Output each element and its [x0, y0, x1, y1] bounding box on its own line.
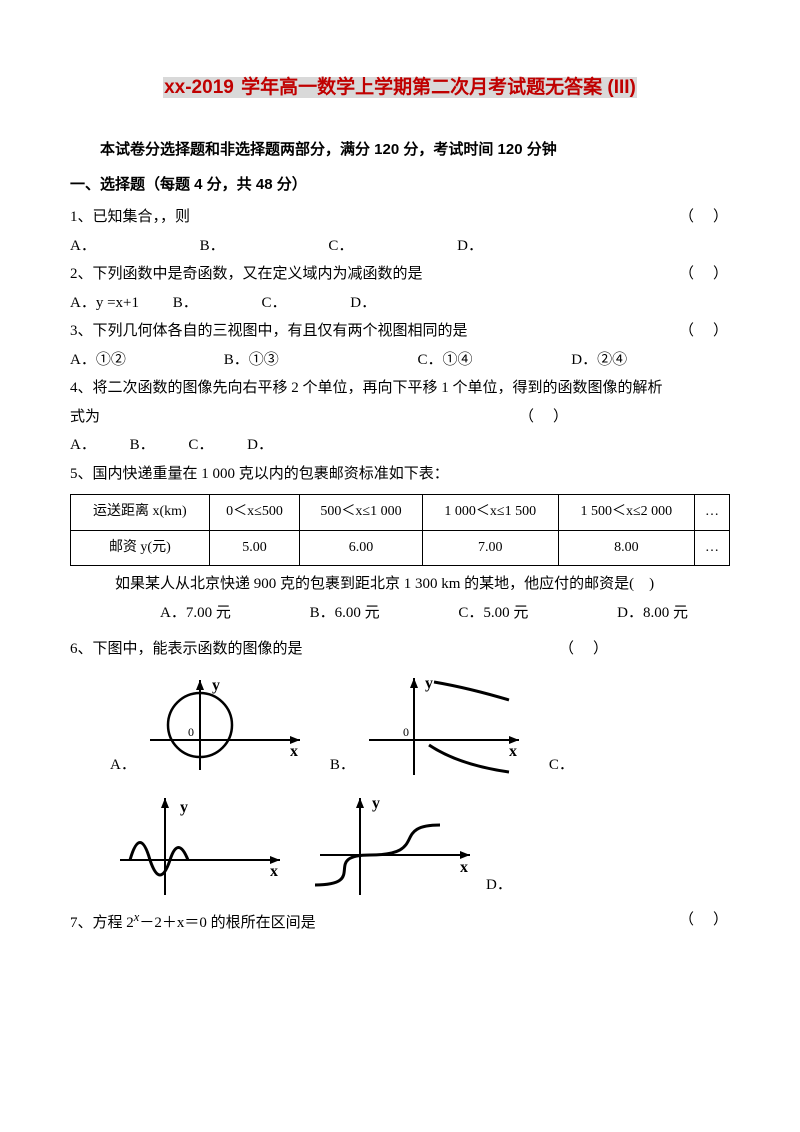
td-h3: 1 000＜x≤1 500 — [422, 495, 558, 531]
q1-opt-a: A． — [70, 232, 96, 261]
q2-stem: 2、下列函数中是奇函数，又在定义域内为减函数的是 （ ） — [70, 260, 730, 289]
td-h5: … — [694, 495, 729, 531]
q6-graphs: A． 0 y x B． 0 y — [110, 670, 730, 900]
q4-paren: （ ） — [519, 403, 570, 432]
q6-paren: （ ） — [559, 635, 610, 664]
q1-opt-d: D． — [457, 232, 483, 261]
q2-opt-a: A．y =x+1 — [70, 289, 139, 318]
q5-opt-b: B．6.00 元 — [265, 599, 380, 628]
q4-opt-c: C． — [188, 431, 213, 460]
q3-paren: （ ） — [679, 317, 730, 346]
q1-stem: 1、已知集合，，则 （ ） — [70, 203, 730, 232]
q4-stem2-row: 式为 （ ） — [70, 403, 730, 432]
svg-text:x: x — [509, 743, 517, 760]
q1-opt-c: C． — [328, 232, 353, 261]
q1-text: 1、已知集合，，则 — [70, 209, 190, 225]
q3-opt-b: B．①③ — [224, 346, 414, 375]
title-hl-a: xx-2019 — [163, 77, 235, 98]
q5-options: A．7.00 元 B．6.00 元 C．5.00 元 D．8.00 元 — [70, 599, 730, 628]
graph-d-wrap: y x D． — [310, 790, 516, 900]
svg-text:y: y — [212, 677, 220, 694]
q5-opt-a: A．7.00 元 — [115, 599, 231, 628]
q6-label-c: C． — [549, 751, 574, 780]
q2-opt-d: D． — [350, 289, 376, 318]
th-fee: 邮资 y(元) — [71, 530, 210, 566]
svg-text:y: y — [425, 675, 433, 692]
td-h2: 500＜x≤1 000 — [300, 495, 422, 531]
td-r1: 5.00 — [209, 530, 300, 566]
svg-text:x: x — [460, 859, 468, 876]
svg-text:y: y — [372, 795, 380, 812]
svg-text:x: x — [290, 743, 298, 760]
q7-c: －2＋x＝0 的根所在区间是 — [139, 915, 315, 931]
title-hl-b: 学年高一数学上学期第二次月考试题无答案 (III) — [235, 77, 637, 98]
q3-opt-d: D．②④ — [571, 346, 627, 375]
q7-a: 7、方程 2 — [70, 915, 134, 931]
graph-b-wrap: B． 0 y x C． — [330, 670, 578, 780]
graph-c-icon: y x — [110, 790, 290, 900]
q4-opt-b: B． — [130, 431, 155, 460]
td-h1: 0＜x≤500 — [209, 495, 300, 531]
q2-options: A．y =x+1 B． C． D． — [70, 289, 730, 318]
svg-text:0: 0 — [403, 725, 409, 739]
th-dist-text: 运送距离 x(km) — [93, 504, 187, 519]
th-dist: 运送距离 x(km) — [71, 495, 210, 531]
td-r2: 6.00 — [300, 530, 422, 566]
q5-table: 运送距离 x(km) 0＜x≤500 500＜x≤1 000 1 000＜x≤1… — [70, 494, 730, 566]
q3-options: A．①② B．①③ C．①④ D．②④ — [70, 346, 730, 375]
q6-text: 6、下图中，能表示函数的图像的是 — [70, 641, 303, 657]
graph-c-wrap: y x — [110, 790, 290, 900]
q5-sub: 如果某人从北京快递 900 克的包裹到距北京 1 300 km 的某地，他应付的… — [70, 570, 730, 599]
q1-opt-b: B． — [200, 232, 225, 261]
table-row: 邮资 y(元) 5.00 6.00 7.00 8.00 … — [71, 530, 730, 566]
page-title: xx-2019 学年高一数学上学期第二次月考试题无答案 (III) — [70, 70, 730, 106]
q3-stem: 3、下列几何体各自的三视图中，有且仅有两个视图相同的是 （ ） — [70, 317, 730, 346]
q5-opt-d: D．8.00 元 — [572, 599, 688, 628]
graph-b-icon: 0 y x — [359, 670, 529, 780]
q4-stem2: 式为 — [70, 409, 100, 425]
table-row: 运送距离 x(km) 0＜x≤500 500＜x≤1 000 1 000＜x≤1… — [71, 495, 730, 531]
svg-text:0: 0 — [188, 725, 194, 739]
td-r5: … — [694, 530, 729, 566]
q7-paren: （ ） — [679, 906, 730, 935]
q2-text: 2、下列函数中是奇函数，又在定义域内为减函数的是 — [70, 266, 423, 282]
q2-opt-b: B． — [173, 289, 198, 318]
q4-options: A． B． C． D． — [70, 431, 730, 460]
q6-label-b: B． — [330, 751, 355, 780]
td-r4: 8.00 — [558, 530, 694, 566]
q3-text: 3、下列几何体各自的三视图中，有且仅有两个视图相同的是 — [70, 323, 468, 339]
td-h4: 1 500＜x≤2 000 — [558, 495, 694, 531]
graph-a-icon: 0 y x — [140, 670, 310, 780]
section-heading: 一、选择题（每题 4 分，共 48 分） — [70, 171, 730, 200]
q3-opt-c: C．①④ — [418, 346, 568, 375]
q4-opt-d: D． — [247, 431, 273, 460]
q2-opt-c: C． — [262, 289, 287, 318]
q4-stem1: 4、将二次函数的图像先向右平移 2 个单位，再向下平移 1 个单位，得到的函数图… — [70, 374, 730, 403]
q5-opt-c: C．5.00 元 — [413, 599, 528, 628]
graph-a-wrap: A． 0 y x — [110, 670, 310, 780]
svg-text:y: y — [180, 799, 188, 816]
q2-paren: （ ） — [679, 260, 730, 289]
q6-label-d: D． — [486, 871, 512, 900]
q6-stem: 6、下图中，能表示函数的图像的是 （ ） — [70, 635, 730, 664]
svg-text:x: x — [270, 863, 278, 880]
td-r3: 7.00 — [422, 530, 558, 566]
q7-stem: 7、方程 2x－2＋x＝0 的根所在区间是 （ ） — [70, 906, 730, 938]
q6-label-a: A． — [110, 751, 136, 780]
q1-paren: （ ） — [679, 203, 730, 232]
exam-page: xx-2019 学年高一数学上学期第二次月考试题无答案 (III) 本试卷分选择… — [0, 0, 800, 977]
q1-options: A． B． C． D． — [70, 232, 730, 261]
q5-stem: 5、国内快递重量在 1 000 克以内的包裹邮资标准如下表： — [70, 460, 730, 489]
q3-opt-a: A．①② — [70, 346, 220, 375]
exam-info: 本试卷分选择题和非选择题两部分，满分 120 分，考试时间 120 分钟 — [70, 136, 730, 165]
q4-opt-a: A． — [70, 431, 96, 460]
graph-d-icon: y x — [310, 790, 480, 900]
